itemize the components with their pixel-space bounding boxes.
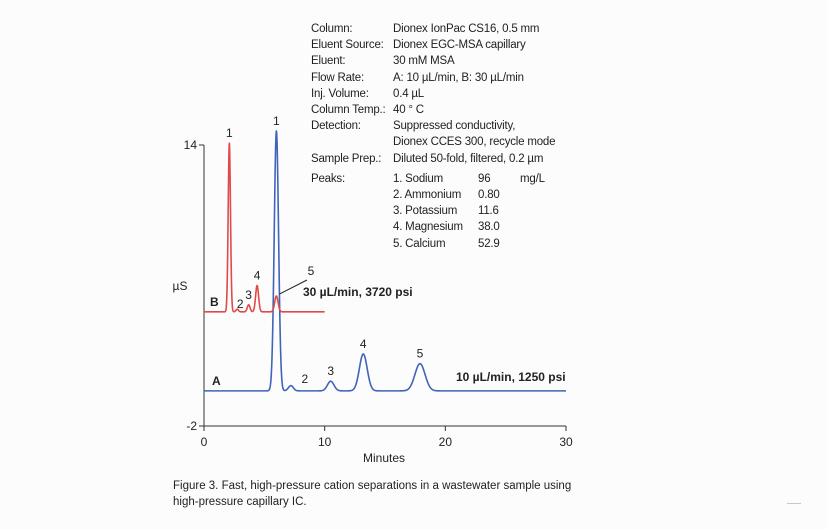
peak-leader-line <box>279 279 308 295</box>
x-ticks: 0 10 20 30 <box>201 426 573 449</box>
peak-label: 2 <box>237 297 244 311</box>
peak-list: 1. Sodium 96 mg/L 2. Ammonium 0.80 3. Potassi… <box>393 171 560 252</box>
condition-row: Column: Dionex IonPac CS16, 0.5 mm <box>311 21 560 37</box>
condition-row: Inj. Volume: 0.4 µL <box>311 86 560 102</box>
peak-label: 5 <box>417 347 424 361</box>
condition-label: Flow Rate: <box>311 71 364 84</box>
peak-label: 2 <box>302 372 309 386</box>
peak-label: 4 <box>360 337 367 351</box>
peak-row: 2. Ammonium 0.80 <box>393 187 560 203</box>
peak-row: 3. Potassium 11.6 <box>393 203 560 219</box>
condition-label: Eluent: <box>311 55 346 68</box>
x-tick-label: 30 <box>559 435 573 449</box>
condition-value: Suppressed conductivity, <box>393 120 516 133</box>
condition-value: Dionex EGC-MSA capillary <box>393 39 526 52</box>
peaks-label: Peaks: <box>311 172 345 185</box>
peak-label: 1 <box>226 126 233 140</box>
caption-line-1: Figure 3. Fast, high-pressure cation sep… <box>173 480 572 492</box>
peak-label: 5 <box>308 264 315 278</box>
condition-label: Column Temp.: <box>311 104 386 117</box>
trace-annotation: 30 µL/min, 3720 psi <box>303 285 413 299</box>
condition-value: Diluted 50-fold, filtered, 0.2 µm <box>393 152 544 165</box>
corner-mark <box>787 503 801 504</box>
peak-unit: mg/L <box>520 172 545 185</box>
condition-row: Sample Prep.: Diluted 50-fold, filtered, … <box>311 151 560 167</box>
condition-label <box>311 134 393 150</box>
peak-label: 3 <box>327 364 334 378</box>
chart-axes: 0 10 20 30 -2 14 Minutes µS <box>173 138 573 465</box>
x-axis-label: Minutes <box>363 451 405 465</box>
condition-label: Inj. Volume: <box>311 87 369 100</box>
peak-label: 3 <box>245 288 252 302</box>
series-letter: A <box>212 374 221 388</box>
condition-value: Dionex IonPac CS16, 0.5 mm <box>393 23 540 35</box>
peak-value: 38.0 <box>478 221 500 234</box>
x-tick-label: 0 <box>201 435 208 449</box>
x-tick-label: 20 <box>439 435 453 449</box>
peak-value: 52.9 <box>478 237 500 250</box>
peak-name: 1. Sodium <box>393 172 443 185</box>
peak-name: 4. Magnesium <box>393 221 463 234</box>
peak-value: 0.80 <box>478 189 500 202</box>
caption-line-2: high-pressure capillary IC. <box>173 496 307 508</box>
peak-row: 4. Magnesium 38.0 <box>393 219 560 235</box>
peak-name: 2. Ammonium <box>393 189 462 202</box>
trace-b <box>203 142 326 313</box>
condition-value: 0.4 µL <box>393 87 425 100</box>
condition-label: Eluent Source: <box>311 39 384 52</box>
condition-row: Eluent Source: Dionex EGC-MSA capillary <box>311 37 560 53</box>
condition-list: Column: Dionex IonPac CS16, 0.5 mm Eluent … <box>311 21 560 167</box>
peak-label: 4 <box>254 269 261 283</box>
trace-annotation: 10 µL/min, 1250 psi <box>456 370 566 384</box>
condition-row: Column Temp.: 40 ° C <box>311 102 560 118</box>
peaks-table: Peaks: 1. Sodium 96 mg/L 2. Ammonium 0.80 3. … <box>311 171 560 252</box>
peak-label: 1 <box>273 114 280 128</box>
condition-label: Sample Prep.: <box>311 152 382 165</box>
chromatography-conditions: Column: Dionex IonPac CS16, 0.5 mm Eluent … <box>311 21 560 252</box>
figure-caption: Figure 3. Fast, high-pressure cation sep… <box>173 478 603 510</box>
series-letter: B <box>210 295 219 309</box>
y-tick-label: 14 <box>184 138 198 152</box>
condition-value: 40 ° C <box>393 104 424 117</box>
condition-row: Detection: Suppressed conductivity, <box>311 118 560 134</box>
peak-value: 11.6 <box>478 205 499 218</box>
condition-row: Dionex CCES 300, recycle mode <box>311 134 560 150</box>
peak-value: 96 <box>478 172 491 185</box>
peak-name: 3. Potassium <box>393 205 458 218</box>
x-tick-label: 10 <box>318 435 332 449</box>
trace-a <box>203 130 567 392</box>
chromatogram-traces <box>203 130 567 392</box>
condition-row: Eluent: 30 mM MSA <box>311 53 560 69</box>
condition-label: Column: <box>311 23 353 35</box>
condition-row: Flow Rate: A: 10 µL/min, B: 30 µL/min <box>311 70 560 86</box>
condition-label: Detection: <box>311 120 361 133</box>
peak-row: 5. Calcium 52.9 <box>393 236 560 252</box>
peak-row: 1. Sodium 96 mg/L <box>393 171 560 187</box>
y-tick-label: -2 <box>186 419 197 433</box>
y-ticks: -2 14 <box>184 138 204 433</box>
condition-value: 30 mM MSA <box>393 55 455 68</box>
condition-value: A: 10 µL/min, B: 30 µL/min <box>393 71 524 84</box>
condition-value: Dionex CCES 300, recycle mode <box>393 136 556 149</box>
peak-name: 5. Calcium <box>393 237 446 250</box>
y-axis-label: µS <box>173 279 188 293</box>
